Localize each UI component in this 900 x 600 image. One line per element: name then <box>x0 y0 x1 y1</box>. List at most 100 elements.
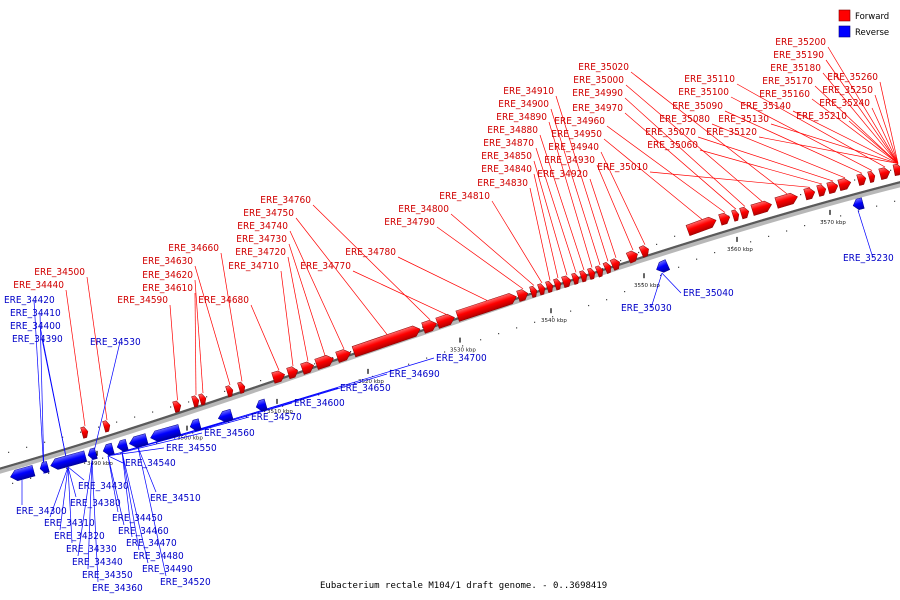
label-leader <box>529 187 551 281</box>
forward-gene-arrow <box>198 393 207 406</box>
gene-label: ERE_34990 <box>572 88 623 99</box>
forward-gene-arrow <box>685 216 717 237</box>
label-leader <box>59 466 69 531</box>
label-leader <box>194 265 231 386</box>
forward-gene-arrow <box>867 170 876 183</box>
axis-minor-dot <box>174 437 176 439</box>
gene-label: ERE_34590 <box>117 295 168 306</box>
axis-minor-dot <box>642 282 644 285</box>
forward-gene-arrow <box>718 212 731 226</box>
label-leader <box>107 432 203 457</box>
axis-minor-dot <box>134 416 136 418</box>
label-leader <box>827 46 899 164</box>
forward-gene-arrow <box>516 289 529 302</box>
axis-minor-dot <box>714 252 716 254</box>
gene-label: ERE_34320 <box>54 531 105 542</box>
label-leader <box>770 123 899 164</box>
gene-label: ERE_35160 <box>759 89 810 100</box>
reverse-gene-arrow <box>87 447 98 460</box>
axis-minor-dot <box>768 235 770 237</box>
label-leader <box>352 270 447 315</box>
label-leader <box>280 270 294 367</box>
gene-label: ERE_34540 <box>125 458 176 469</box>
forward-gene-arrow <box>191 395 200 408</box>
label-leader <box>65 289 86 427</box>
gene-label: ERE_34930 <box>544 155 595 166</box>
forward-gene-arrow <box>587 267 596 280</box>
label-leader <box>596 164 634 251</box>
forward-gene-arrow <box>553 278 562 291</box>
label-leader <box>535 147 577 273</box>
axis-ticks: 3490 kbp 3500 kbp 3510 kbp 3520 kbp 3530 kbp… <box>8 169 896 484</box>
axis-minor-dot <box>224 390 226 392</box>
forward-gene-arrow <box>579 270 588 283</box>
label-leader <box>67 466 73 544</box>
forward-gene-arrow <box>609 258 620 271</box>
axis-tick-label: 3500 kbp <box>177 436 203 442</box>
forward-gene-arrow <box>529 285 538 298</box>
axis-minor-dot <box>354 382 356 384</box>
label-leader <box>137 447 167 577</box>
label-leader <box>814 85 899 164</box>
gene-label: ERE_34810 <box>439 191 490 202</box>
gene-label: ERE_35080 <box>659 114 710 125</box>
gene-label: ERE_34830 <box>477 178 528 189</box>
legend-reverse-label: Reverse <box>855 28 889 38</box>
forward-gene-arrow <box>421 320 437 334</box>
label-leader <box>871 107 899 164</box>
axis-minor-dot <box>318 394 320 396</box>
gene-label: ERE_34410 <box>10 308 61 319</box>
gene-label: ERE_35090 <box>672 101 723 112</box>
axis-minor-dot <box>534 321 536 323</box>
label-leader <box>312 204 431 321</box>
reverse-gene-arrow <box>116 438 129 452</box>
gene-label: ERE_34570 <box>251 412 302 423</box>
label-leader <box>86 276 108 421</box>
label-leader <box>711 123 846 179</box>
label-leader <box>288 243 326 356</box>
axis-minor-dot <box>260 380 262 382</box>
axis-minor-dot <box>606 299 608 301</box>
label-leader <box>589 178 617 258</box>
gene-label: ERE_34940 <box>548 142 599 153</box>
axis-minor-dot <box>62 436 64 438</box>
gene-label: ERE_35180 <box>770 63 821 74</box>
gene-label: ERE_34620 <box>142 270 193 281</box>
label-leader <box>169 304 178 401</box>
axis-minor-dot <box>876 205 878 207</box>
gene-label: ERE_34880 <box>487 125 538 136</box>
reverse-gene-arrow <box>852 197 865 211</box>
forward-gene-arrow <box>561 275 572 288</box>
forward-gene-arrow <box>571 272 580 285</box>
gene-label: ERE_34600 <box>294 398 345 409</box>
axis-minor-dot <box>390 369 392 371</box>
axis-minor-dot <box>858 210 860 212</box>
gene-label: ERE_35070 <box>645 127 696 138</box>
axis-minor-dot <box>422 326 424 328</box>
axis-minor-dot <box>188 401 190 403</box>
gene-label: ERE_34740 <box>237 221 288 232</box>
forward-gene-arrow <box>300 361 315 375</box>
axis-minor-dot <box>156 442 158 444</box>
forward-gene-arrow <box>803 187 816 201</box>
label-leader <box>792 110 899 164</box>
gene-label: ERE_34430 <box>78 481 129 492</box>
forward-gene-arrow <box>739 206 750 220</box>
gene-label: ERE_35010 <box>597 162 648 173</box>
gene-label: ERE_34310 <box>44 518 95 529</box>
label-leader <box>67 466 77 498</box>
label-leader <box>811 98 899 164</box>
label-leader <box>548 121 593 268</box>
axis-minor-dot <box>620 260 622 262</box>
label-leader-lines <box>21 46 899 583</box>
gene-label: ERE_34460 <box>118 526 169 537</box>
forward-gene-arrow <box>837 178 852 192</box>
reverse-gene-arrow <box>150 424 182 442</box>
gene-label: ERE_34950 <box>551 129 602 140</box>
label-leader <box>137 447 157 493</box>
label-leader <box>699 149 823 185</box>
label-leader <box>625 84 763 202</box>
gene-label: ERE_34800 <box>398 204 449 215</box>
label-leader <box>49 466 69 518</box>
